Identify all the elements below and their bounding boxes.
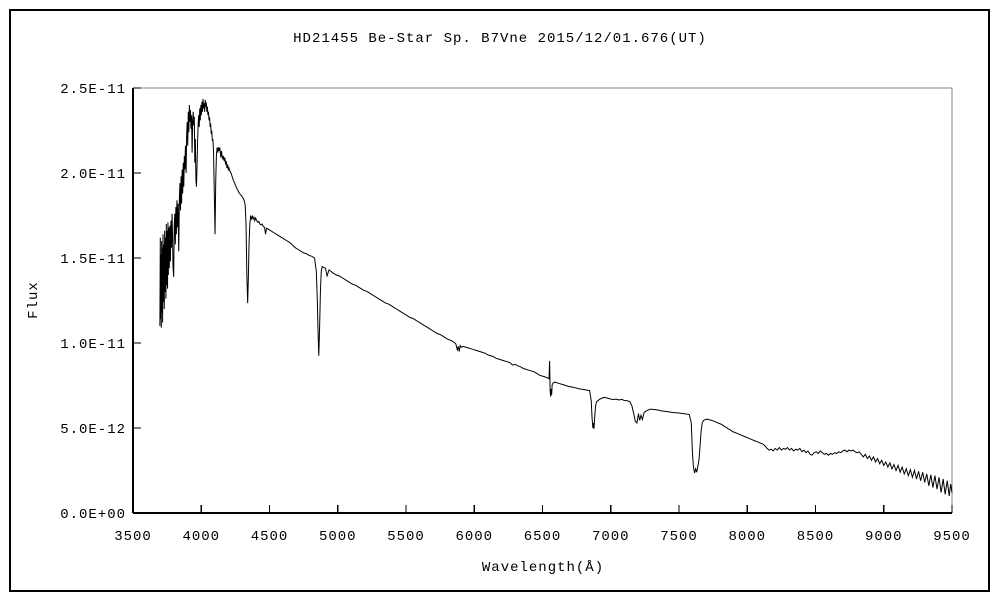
ticks-layer: 3500 4000 4500 5000 5500 6000 6500 7000 7500 8000… — [60, 82, 971, 545]
x-tick-label: 9500 — [933, 529, 971, 545]
chart-title: HD21455 Be-Star Sp. B7Vne 2015/12/01.676… — [293, 31, 707, 47]
y-tick-label: 1.5E-11 — [60, 252, 126, 268]
x-tick-label: 4000 — [182, 529, 220, 545]
x-tick-label: 7000 — [592, 529, 630, 545]
x-tick-label: 7500 — [660, 529, 698, 545]
x-tick-label: 9000 — [865, 529, 903, 545]
x-tick-label: 5500 — [387, 529, 425, 545]
x-tick-label: 8500 — [797, 529, 835, 545]
y-tick-label: 5.0E-12 — [60, 422, 126, 438]
x-tick-label: 4500 — [251, 529, 289, 545]
x-tick-label: 5000 — [319, 529, 357, 545]
spectrum-line — [159, 99, 953, 497]
y-tick-label: 1.0E-11 — [60, 337, 126, 353]
y-tick-label: 2.5E-11 — [60, 82, 126, 98]
x-tick-label: 3500 — [114, 529, 152, 545]
x-tick-label: 8000 — [728, 529, 766, 545]
x-tick-label: 6000 — [455, 529, 493, 545]
x-axis-title: Wavelength(Å) — [482, 559, 604, 576]
y-tick-label: 0.0E+00 — [60, 507, 126, 523]
series-layer — [159, 99, 953, 497]
x-tick-label: 6500 — [524, 529, 562, 545]
outer-border — [9, 9, 990, 592]
y-tick-label: 2.0E-11 — [60, 167, 126, 183]
y-axis-title: Flux — [26, 281, 42, 319]
